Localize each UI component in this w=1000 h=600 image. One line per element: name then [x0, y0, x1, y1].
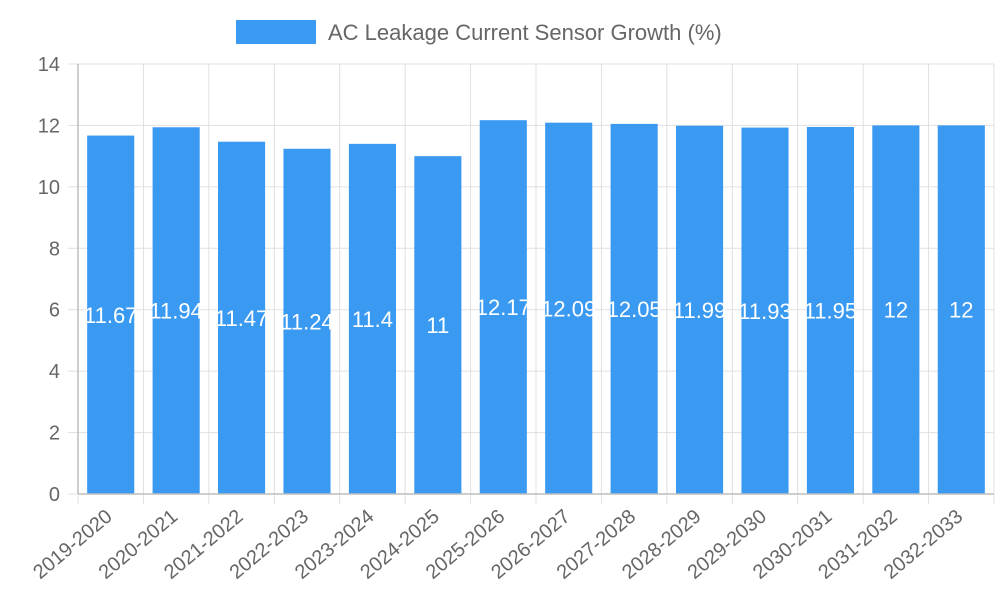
y-tick-label: 14: [38, 54, 60, 76]
bar[interactable]: [545, 122, 593, 495]
grid: [77, 63, 995, 504]
legend[interactable]: AC Leakage Current Sensor Growth (%): [236, 20, 722, 45]
legend-swatch[interactable]: [236, 20, 316, 44]
y-tick-label: 10: [38, 177, 60, 199]
bar[interactable]: [676, 125, 724, 494]
data-label: 11: [426, 313, 449, 338]
data-label: 12.05: [607, 297, 662, 322]
y-tick-label: 12: [38, 115, 60, 137]
bar[interactable]: [806, 126, 854, 494]
data-labels: 11.67 11.94 11.47 11.24 11.4 11 12.17 12.09 12.0…: [84, 295, 974, 338]
data-label: 11.24: [280, 309, 333, 334]
bar[interactable]: [937, 125, 985, 494]
bar[interactable]: [414, 156, 462, 494]
data-label: 12: [884, 298, 908, 323]
data-label: 11.67: [84, 303, 137, 328]
y-tick-label: 4: [49, 361, 60, 383]
y-tick-label: 2: [49, 423, 60, 445]
data-label: 11.99: [673, 298, 726, 323]
bar[interactable]: [872, 125, 920, 494]
data-label: 11.4: [352, 307, 393, 332]
bars: [87, 120, 985, 495]
y-tick-label: 0: [49, 484, 60, 506]
data-label: 12.09: [541, 296, 596, 321]
y-tick-label: 8: [49, 238, 60, 260]
legend-label[interactable]: AC Leakage Current Sensor Growth (%): [328, 20, 722, 45]
bar[interactable]: [479, 120, 527, 494]
data-label: 12: [949, 298, 973, 323]
bar[interactable]: [741, 127, 789, 494]
bar[interactable]: [348, 143, 396, 494]
y-tick-label: 6: [49, 300, 60, 322]
bar[interactable]: [283, 148, 331, 494]
data-label: 11.94: [149, 299, 202, 324]
bar[interactable]: [87, 135, 135, 495]
data-label: 11.47: [215, 306, 268, 331]
data-label: 12.17: [476, 295, 531, 320]
bar[interactable]: [218, 141, 266, 494]
bar[interactable]: [152, 127, 200, 495]
bar[interactable]: [610, 123, 658, 495]
data-label: 11.93: [738, 299, 791, 324]
data-label: 11.95: [804, 298, 857, 323]
